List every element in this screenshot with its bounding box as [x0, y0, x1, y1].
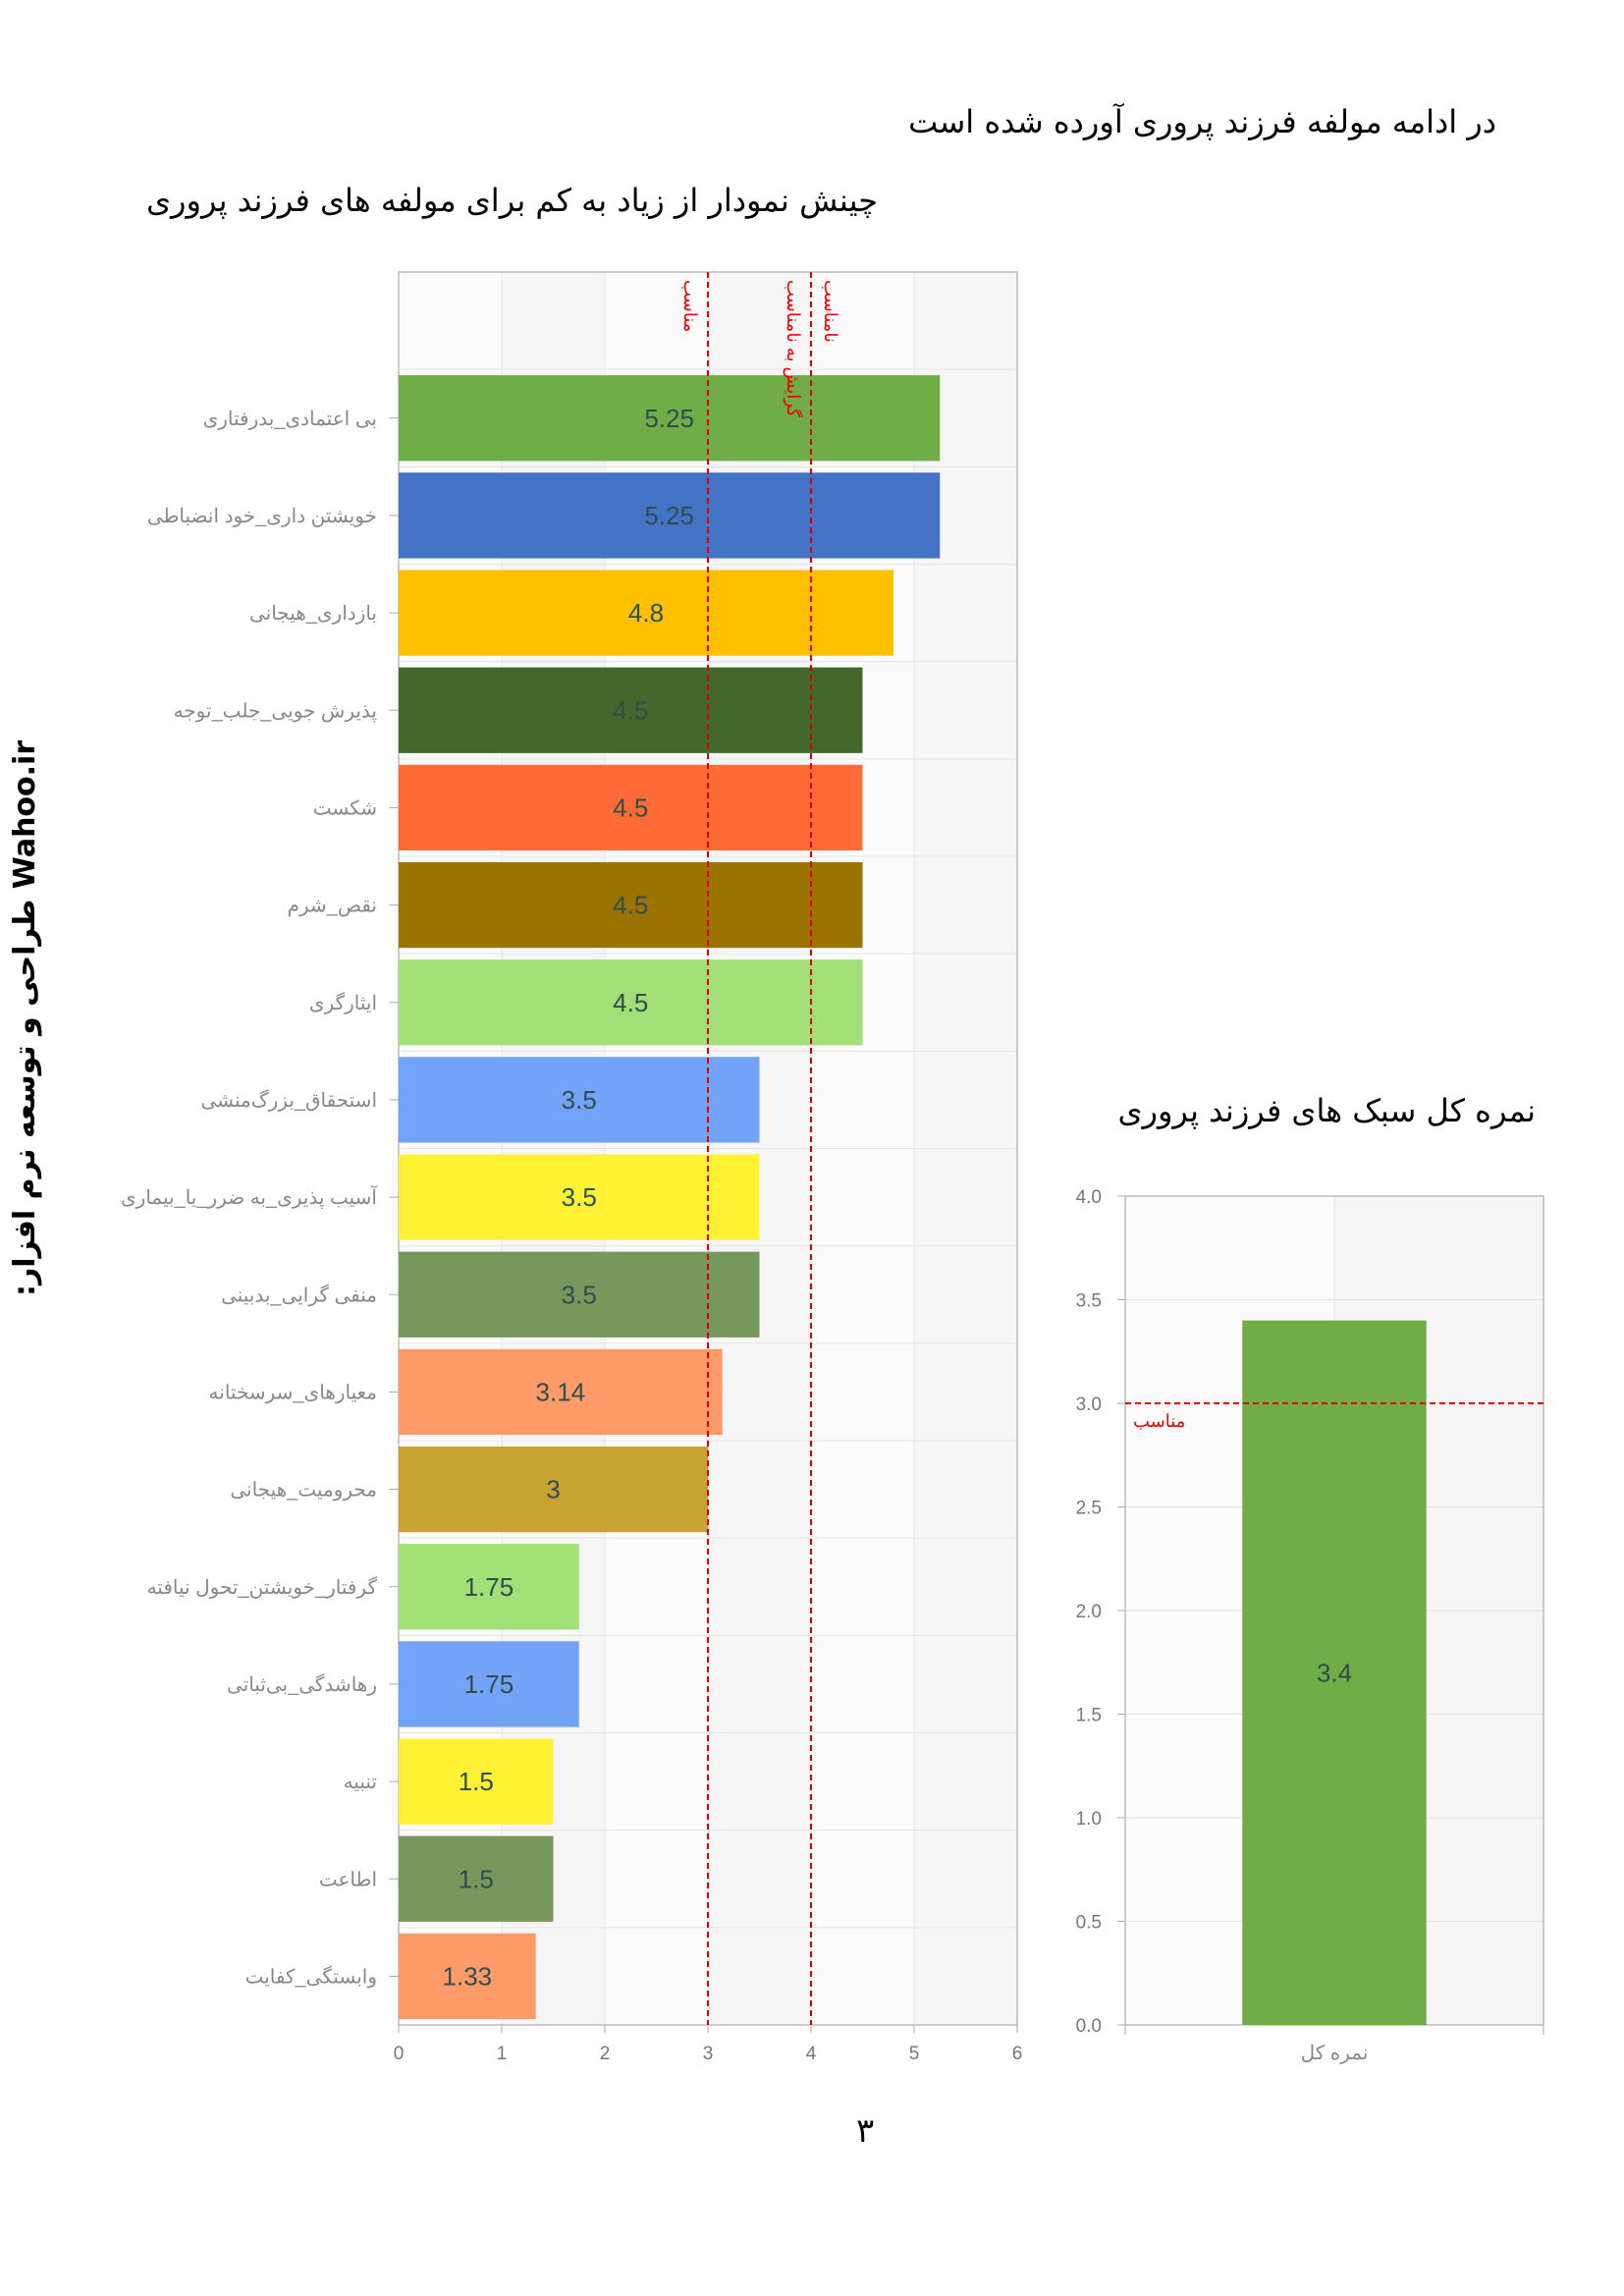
category-label: استحقاق_بزرگ‌منشی [200, 1089, 377, 1112]
chart-title: چینش نمودار از زیاد به کم برای مولفه های… [146, 182, 878, 219]
bar [399, 959, 863, 1046]
bar-value-label: 1.75 [464, 1669, 514, 1699]
bar [399, 1544, 579, 1630]
bar-value-label: 5.25 [644, 404, 694, 433]
bar-value-label: 4.5 [613, 793, 648, 822]
bar [399, 375, 941, 462]
bar-value-label: 5.25 [644, 501, 694, 530]
y-tick-label: 0.5 [1076, 1913, 1102, 1934]
category-label: اطاعت [319, 1869, 377, 1890]
y-tick-label: 1.5 [1076, 1706, 1102, 1726]
category-label: تنبیه [344, 1772, 377, 1793]
reference-line-label: مناسب [680, 280, 700, 332]
x-tick-label: 0 [394, 2044, 405, 2064]
x-tick-label: 6 [1012, 2044, 1023, 2064]
bar-value-label: 3.5 [562, 1280, 597, 1309]
page-number: ۳ [856, 2111, 875, 2151]
reference-line-label: مناسب [1133, 1411, 1185, 1431]
bar [1242, 1320, 1427, 2025]
bar-value-label: 1.5 [459, 1864, 494, 1893]
category-label: محرومیت_هیجانی [230, 1480, 377, 1502]
category-label: ایثارگری [309, 992, 377, 1014]
bar-value-label: 4.5 [613, 988, 648, 1017]
bar [399, 1835, 554, 1922]
reference-line-label: گرایش به نامناسب [783, 280, 804, 417]
bar [399, 570, 893, 656]
bar-value-label: 3.5 [562, 1085, 597, 1115]
y-tick-label: 3.0 [1076, 1394, 1102, 1415]
y-tick-label: 0.0 [1076, 2016, 1102, 2037]
y-tick-label: 4.0 [1076, 1187, 1102, 1208]
bar-value-label: 1.33 [443, 1961, 493, 1991]
category-label: نمره کل [1301, 2043, 1369, 2064]
bar [399, 764, 863, 851]
bar-value-label: 3.4 [1317, 1658, 1352, 1687]
category-label: شکست [313, 797, 377, 819]
category-label: آسیب پذیری_به ضرر_یا_بیماری [121, 1185, 378, 1209]
bar [399, 1933, 536, 2020]
category-label: پذیرش جویی_جلب_توجه [174, 700, 377, 722]
bar [399, 1738, 554, 1825]
category-label: وابستگی_کفایت [245, 1965, 377, 1988]
bar-value-label: 3.14 [536, 1377, 586, 1406]
y-tick-label: 3.5 [1076, 1291, 1102, 1312]
bar-value-label: 1.75 [464, 1572, 514, 1602]
bar-value-label: 3.5 [562, 1182, 597, 1212]
bar [399, 1348, 723, 1436]
total-chart-title: نمره کل سبک های فرزند پروری [1117, 1092, 1536, 1129]
bar [399, 472, 941, 559]
category-label: رهاشدگی_بی‌ثباتی [227, 1673, 377, 1696]
bar [399, 1251, 760, 1338]
category-label: خویشتن داری_خود انضباطی [147, 506, 377, 527]
category-label: بازداری_هیجانی [249, 603, 377, 625]
x-tick-label: 2 [600, 2044, 611, 2064]
bar-value-label: 1.5 [459, 1767, 494, 1796]
y-tick-label: 2.5 [1076, 1499, 1102, 1519]
bar-value-label: 4.5 [613, 891, 648, 920]
reference-line-label: نامناسب [821, 280, 840, 343]
bar [399, 1641, 579, 1727]
bar-value-label: 4.5 [613, 695, 648, 725]
y-tick-label: 2.0 [1076, 1602, 1102, 1622]
bar [399, 861, 863, 949]
x-tick-label: 3 [703, 2044, 714, 2064]
bar [399, 667, 863, 753]
category-label: گرفتار_خویشتن_تحول نیافته [147, 1576, 378, 1599]
bar [399, 1446, 708, 1533]
category-label: معیارهای_سرسختانه [209, 1382, 377, 1403]
bar [399, 1154, 760, 1240]
category-label: بی اعتمادی_بدرفتاری [203, 409, 377, 430]
x-tick-label: 5 [909, 2044, 920, 2064]
bar-value-label: 4.8 [628, 598, 664, 628]
x-tick-label: 1 [497, 2044, 508, 2064]
x-tick-label: 4 [806, 2044, 817, 2064]
y-tick-label: 1.0 [1076, 1809, 1102, 1830]
intro-text: در ادامه مولفه فرزند پروری آورده شده است [908, 103, 1496, 140]
category-label: منفی گرایی_بدبینی [221, 1284, 377, 1306]
bar-value-label: 3 [546, 1475, 560, 1504]
bar [399, 1057, 760, 1143]
category-label: نقص_شرم [288, 896, 377, 917]
